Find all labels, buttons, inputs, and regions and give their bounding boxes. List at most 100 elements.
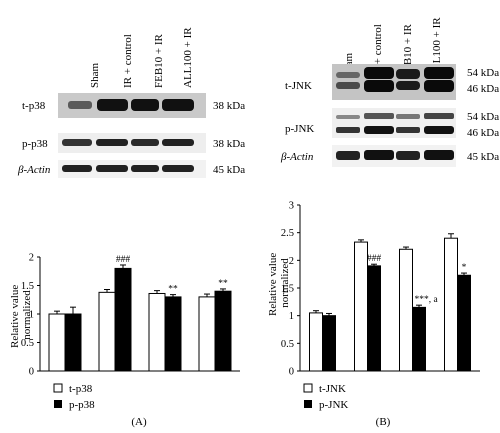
blot-a-kda-label: 45 kDa	[213, 164, 245, 176]
legend-b: t-JNK p-JNK	[303, 383, 348, 411]
legend-swatch-open	[303, 383, 313, 393]
bar	[444, 237, 458, 372]
blot-band	[96, 165, 128, 172]
significance-label: *	[462, 263, 467, 273]
bar	[412, 306, 426, 372]
blot-a-lane-label: FEB10 + IR	[153, 33, 165, 88]
blot-band	[396, 81, 420, 90]
significance-label: **	[218, 279, 228, 289]
chart-a-ylabel: Relative value normalized	[9, 282, 33, 348]
blot-band	[131, 165, 159, 172]
blot-band	[396, 114, 420, 119]
blot-band	[131, 139, 159, 146]
panel-label-a: (A)	[131, 416, 147, 428]
legend-label: t-JNK	[319, 383, 346, 395]
blot-band	[336, 151, 360, 160]
blot-a-lane-label: ALL100 + IR	[182, 27, 194, 88]
y-tick-label: 2	[289, 256, 294, 267]
y-tick-label: 0	[289, 367, 294, 378]
bar	[457, 274, 471, 372]
blot-band	[364, 67, 394, 79]
blot-b-kda-label: 46 kDa	[467, 83, 499, 95]
blot-band	[97, 99, 128, 111]
bar	[98, 291, 116, 372]
blot-b-kda-label: 46 kDa	[467, 127, 499, 139]
blot-band	[396, 151, 420, 160]
blot-b-protein-label: β-Actin	[280, 151, 314, 163]
blot-a-lane-label: Sham	[89, 63, 101, 89]
blot-band	[336, 115, 360, 119]
legend-swatch-filled	[304, 400, 312, 408]
blot-band	[162, 165, 194, 172]
y-tick-label: 1.5	[281, 284, 294, 295]
blot-b-lane-label: ALL100 + IR	[431, 17, 443, 78]
blot-band	[62, 165, 92, 172]
bar	[367, 265, 381, 372]
blot-band	[424, 80, 454, 92]
blot-band	[364, 80, 394, 92]
y-tick-label: 2	[29, 253, 34, 264]
blot-band	[68, 101, 92, 109]
y-tick-label: 3	[289, 201, 294, 212]
blot-band	[62, 139, 92, 146]
blot-band	[336, 82, 360, 89]
blot-band	[424, 113, 454, 119]
legend-swatch-filled	[54, 400, 62, 408]
blot-band	[162, 99, 194, 111]
blot-b-kda-label: 45 kDa	[467, 151, 499, 163]
bar	[48, 313, 66, 372]
bar	[114, 267, 132, 372]
blot-band	[364, 126, 394, 134]
blot-band	[364, 113, 394, 119]
y-tick-label: 1	[289, 311, 294, 322]
blot-band	[96, 139, 128, 146]
blot-band	[364, 150, 394, 160]
significance-label: ###	[367, 254, 382, 264]
chart-a: Relative value normalized 0 0.5 1 1.5 2 ### **…	[9, 253, 240, 378]
bar	[164, 296, 182, 372]
chart-a-ylabel-line: normalized	[21, 290, 33, 340]
y-tick-label: 0.5	[281, 339, 294, 350]
bar	[322, 315, 336, 372]
y-tick-label: 0.5	[21, 338, 34, 349]
chart-b: Relative value normalized 0 0.5 1 1.5 2 2.5 3 #…	[267, 201, 480, 378]
significance-label: ***, a	[415, 295, 439, 305]
panel-label-b: (B)	[376, 416, 391, 428]
bar	[214, 290, 232, 372]
blot-a-lane-label: IR + control	[122, 34, 134, 88]
y-tick-label: 1	[29, 310, 34, 321]
blot-band	[424, 67, 454, 79]
blot-band	[396, 69, 420, 79]
legend-label: t-p38	[69, 383, 93, 395]
y-tick-label: 0	[29, 367, 34, 378]
legend-label: p-p38	[69, 399, 95, 411]
blot-band	[396, 127, 420, 133]
chart-b-ylabel: Relative value normalized	[267, 250, 291, 316]
y-tick-label: 1.5	[21, 281, 34, 292]
blot-band	[131, 99, 159, 111]
chart-b-ylabel-line: normalized	[279, 258, 291, 308]
bar	[148, 292, 166, 372]
blot-a-protein-label: p-p38	[22, 138, 48, 150]
blot-band	[424, 150, 454, 160]
y-tick-label: 2.5	[281, 228, 294, 239]
blot-band	[336, 72, 360, 78]
blot-a: Sham IR + control FEB10 + IR ALL100 + IR…	[17, 27, 245, 178]
blot-a-kda-label: 38 kDa	[213, 100, 245, 112]
blot-b-kda-label: 54 kDa	[467, 67, 499, 79]
bar	[198, 296, 216, 372]
bar	[64, 313, 82, 372]
bar	[354, 241, 368, 372]
blot-band	[336, 127, 360, 133]
significance-label: ###	[116, 255, 131, 265]
legend-label: p-JNK	[319, 399, 348, 411]
blot-b-protein-label: p-JNK	[285, 123, 314, 135]
blot-b-kda-label: 54 kDa	[467, 111, 499, 123]
blot-a-protein-label: t-p38	[22, 100, 46, 112]
legend-a: t-p38 p-p38	[53, 383, 95, 411]
chart-a-ylabel-line: Relative value	[9, 285, 21, 348]
blot-band	[162, 139, 194, 146]
blot-a-kda-label: 38 kDa	[213, 138, 245, 150]
bar	[399, 248, 413, 372]
